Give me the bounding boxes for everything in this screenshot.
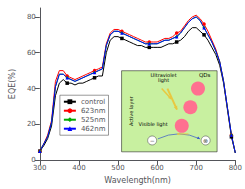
svg-text:525nm: 525nm bbox=[81, 116, 106, 124]
svg-text:Ultraviolet: Ultraviolet bbox=[150, 71, 177, 78]
svg-text:300: 300 bbox=[33, 164, 46, 172]
svg-text:400: 400 bbox=[72, 164, 85, 172]
svg-text:623nm: 623nm bbox=[81, 107, 106, 115]
svg-text:control: control bbox=[81, 98, 105, 106]
svg-text:600: 600 bbox=[150, 164, 163, 172]
svg-text:Visible light: Visible light bbox=[139, 121, 168, 128]
svg-text:EQE(%): EQE(%) bbox=[8, 69, 17, 99]
svg-text:light: light bbox=[158, 77, 169, 84]
svg-text:462nm: 462nm bbox=[81, 125, 106, 133]
svg-text:700: 700 bbox=[190, 164, 203, 172]
svg-text:Wavelength(nm): Wavelength(nm) bbox=[104, 176, 171, 185]
svg-text:80: 80 bbox=[27, 13, 36, 21]
svg-text:0: 0 bbox=[31, 156, 36, 165]
svg-text:800: 800 bbox=[229, 164, 242, 172]
svg-text:20: 20 bbox=[27, 120, 36, 128]
svg-text:40: 40 bbox=[27, 85, 36, 93]
svg-text:500: 500 bbox=[111, 164, 124, 172]
svg-text:−: − bbox=[150, 137, 155, 144]
svg-text:QDs: QDs bbox=[199, 72, 211, 78]
svg-text:Active layer: Active layer bbox=[128, 96, 135, 127]
svg-text:⊗: ⊗ bbox=[203, 137, 208, 144]
svg-text:60: 60 bbox=[27, 49, 36, 57]
